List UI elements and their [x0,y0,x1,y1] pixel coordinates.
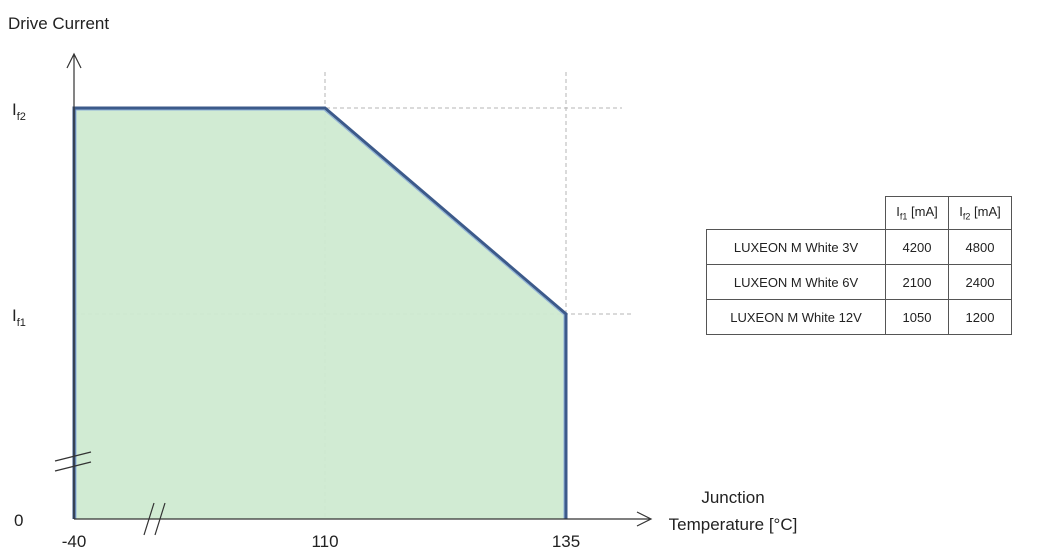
table-cell-if2: 2400 [948,264,1012,300]
table-cell-product: LUXEON M White 6V [706,264,886,300]
table-row: LUXEON M White 6V 2100 2400 [706,264,1012,300]
table-cell-if1: 1050 [885,299,949,335]
table-cell-product: LUXEON M White 3V [706,229,886,265]
table-header-if1: If1 [mA] [885,196,949,230]
y-axis-title: Drive Current [8,14,109,33]
x-tick-label: 135 [552,532,580,551]
table-header-if2: If2 [mA] [948,196,1012,230]
y-tick-label-if2: If2 [12,100,26,123]
x-tick-label: 110 [311,532,338,551]
table-row: LUXEON M White 12V 1050 1200 [706,299,1012,335]
y-tick-label-zero: 0 [14,511,23,530]
x-axis-arrow [636,511,653,527]
x-axis-title-line1: Junction [701,488,764,507]
table-cell-if1: 2100 [885,264,949,300]
x-axis-title-line2: Temperature [°C] [669,515,798,534]
table-header-row: If1 [mA] If2 [mA] [706,196,1012,230]
table-cell-product: LUXEON M White 12V [706,299,886,335]
y-axis-break [54,451,92,472]
x-tick-label: -40 [62,532,87,551]
x-axis-break [143,502,166,536]
table-corner-cell [706,196,886,230]
table-row: LUXEON M White 3V 4200 4800 [706,229,1012,265]
y-axis-arrow [66,52,82,69]
derating-curve-inner [75,109,565,519]
operating-area [74,108,566,519]
table-cell-if2: 4800 [948,229,1012,265]
table-cell-if2: 1200 [948,299,1012,335]
current-spec-table: If1 [mA] If2 [mA] LUXEON M White 3V 4200… [706,196,1012,335]
table-cell-if1: 4200 [885,229,949,265]
y-tick-label-if1: If1 [12,306,26,329]
